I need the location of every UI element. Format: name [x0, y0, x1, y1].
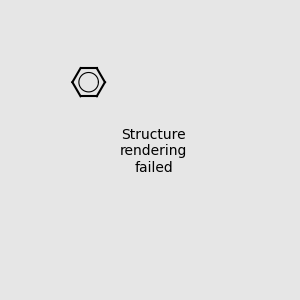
- Text: Structure
rendering
failed: Structure rendering failed: [120, 128, 188, 175]
